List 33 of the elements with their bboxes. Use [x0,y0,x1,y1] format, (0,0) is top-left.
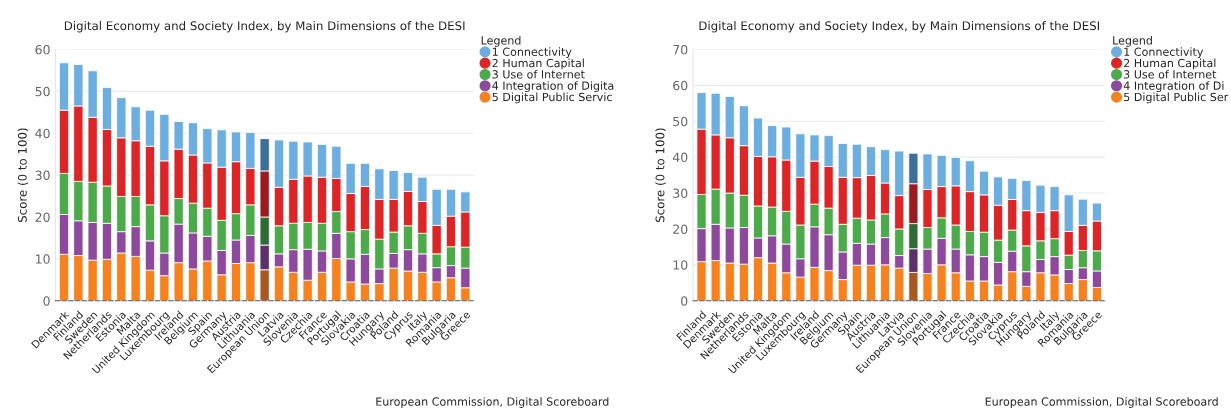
y-tick-label: 10 [673,260,688,270]
y-tick-label: 30 [35,170,50,181]
y-tick-label: 40 [672,152,688,163]
legend-label: 1 Connectivity [492,47,572,59]
legend-label: 4 Integration of Digita [492,81,614,92]
y-tick-label: 10 [36,254,50,264]
y-axis-title: Score (0 to 100) [655,128,666,223]
text: European Commission, Digital Scoreboard [376,397,609,408]
y-tick-label: 60 [673,80,688,91]
legend-label: 3 Use of Internet [492,69,585,79]
y-tick-label: 60 [35,44,50,55]
y-axis-title: Score (0 to 100) [17,128,29,223]
legend-label: 2 Human Capital [1124,58,1216,70]
legend-label: 3 Use of Internet [1124,69,1217,79]
y-tick-label: 70 [673,44,688,55]
legend-title: Legend [481,36,521,47]
y-tick-label: 0 [43,296,50,306]
y-tick-label: 50 [673,116,688,127]
legend-label: 2 Human Capital [492,58,584,70]
legend-label: 1 Connectivity [1124,47,1204,59]
y-tick-label: 30 [673,188,688,198]
y-tick-label: 40 [35,128,50,139]
chart-title: Digital Economy and Society Index, by Main Dimensions of the DESI [64,21,465,33]
y-tick-label: 0 [681,296,688,306]
y-tick-label: 20 [35,212,50,222]
chart-title: Digital Economy and Society Index, by Main Dimensions of the DESI [699,21,1100,33]
y-tick-label: 50 [35,86,50,97]
legend-label: 5 Digital Public Servic [492,92,612,104]
legend-label: 4 Integration of Di [1123,81,1224,92]
legend-title: Legend [1113,36,1152,47]
legend-label: 5 Digital Public Ser [1124,92,1229,104]
text: European Commission, Digital Scoreboard [985,397,1218,408]
y-tick-label: 20 [673,224,688,234]
